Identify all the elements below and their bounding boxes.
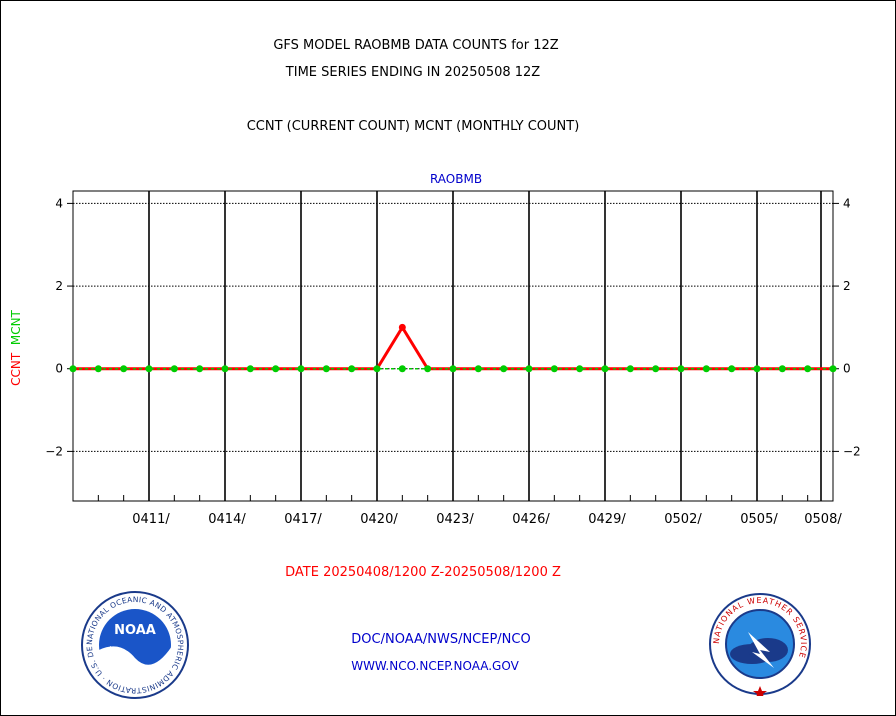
y-tick-label-right: 4 (843, 196, 851, 210)
series-mcnt-point (424, 365, 432, 373)
x-tick-label: 0417/ (284, 512, 322, 527)
date-range-label: DATE 20250408/1200 Z-20250508/1200 Z (285, 565, 561, 580)
series-mcnt-point (576, 365, 584, 373)
series-mcnt-point (170, 365, 178, 373)
y-tick-label-left: −2 (45, 444, 63, 458)
series-mcnt-point (69, 365, 77, 373)
series-mcnt-point (778, 365, 786, 373)
series-mcnt-point (398, 365, 406, 373)
series-mcnt-point (500, 365, 508, 373)
series-mcnt-point (246, 365, 254, 373)
series-mcnt-point (829, 365, 837, 373)
y-tick-label-left: 2 (55, 279, 63, 293)
series-ccnt-point (398, 323, 406, 331)
series-mcnt-point (804, 365, 812, 373)
footer-url: WWW.NCO.NCEP.NOAA.GOV (351, 659, 519, 673)
series-mcnt-point (297, 365, 305, 373)
x-tick-label: 0414/ (208, 512, 246, 527)
x-tick-label: 0508/ (804, 512, 842, 527)
x-tick-label: 0420/ (360, 512, 398, 527)
y-tick-label-right: 0 (843, 362, 851, 376)
series-mcnt-point (272, 365, 280, 373)
x-tick-label: 0411/ (132, 512, 170, 527)
series-mcnt-point (677, 365, 685, 373)
x-tick-label: 0423/ (436, 512, 474, 527)
panel-label: RAOBMB (429, 172, 483, 186)
series-mcnt-point (322, 365, 330, 373)
y-tick-label-right: −2 (843, 444, 861, 458)
x-tick-label: 0429/ (588, 512, 626, 527)
series-mcnt-point (474, 365, 482, 373)
series-mcnt-point (221, 365, 229, 373)
x-tick-label: 0505/ (740, 512, 778, 527)
series-mcnt-point (702, 365, 710, 373)
series-mcnt-point (753, 365, 761, 373)
noaa-logo: NATIONAL OCEANIC AND ATMOSPHERIC ADMINIS… (77, 583, 190, 704)
series-mcnt-point (348, 365, 356, 373)
footer-org: DOC/NOAA/NWS/NCEP/NCO (351, 632, 531, 647)
y-tick-label-right: 2 (843, 279, 851, 293)
series-mcnt-point (94, 365, 102, 373)
noaa-logo-text: NOAA (114, 623, 156, 638)
x-tick-label: 0502/ (664, 512, 702, 527)
series-mcnt-point (196, 365, 204, 373)
series-mcnt-point (120, 365, 128, 373)
series-mcnt-point (601, 365, 609, 373)
series-mcnt-point (728, 365, 736, 373)
x-tick-label: 0426/ (512, 512, 550, 527)
series-mcnt-point (550, 365, 558, 373)
series-mcnt-point (373, 365, 381, 373)
series-description: CCNT (CURRENT COUNT) MCNT (MONTHLY COUNT… (246, 119, 580, 134)
chart-title: GFS MODEL RAOBMB DATA COUNTS for 12Z (273, 38, 559, 53)
series-mcnt-point (626, 365, 634, 373)
chart-subtitle: TIME SERIES ENDING IN 20250508 12Z (285, 65, 541, 80)
series-mcnt-point (652, 365, 660, 373)
nws-logo: NATIONAL WEATHER SERVICE (708, 592, 812, 700)
y-tick-label-left: 0 (55, 362, 63, 376)
series-mcnt-point (449, 365, 457, 373)
y-tick-label-left: 4 (55, 196, 63, 210)
series-mcnt-point (145, 365, 153, 373)
series-mcnt-point (525, 365, 533, 373)
